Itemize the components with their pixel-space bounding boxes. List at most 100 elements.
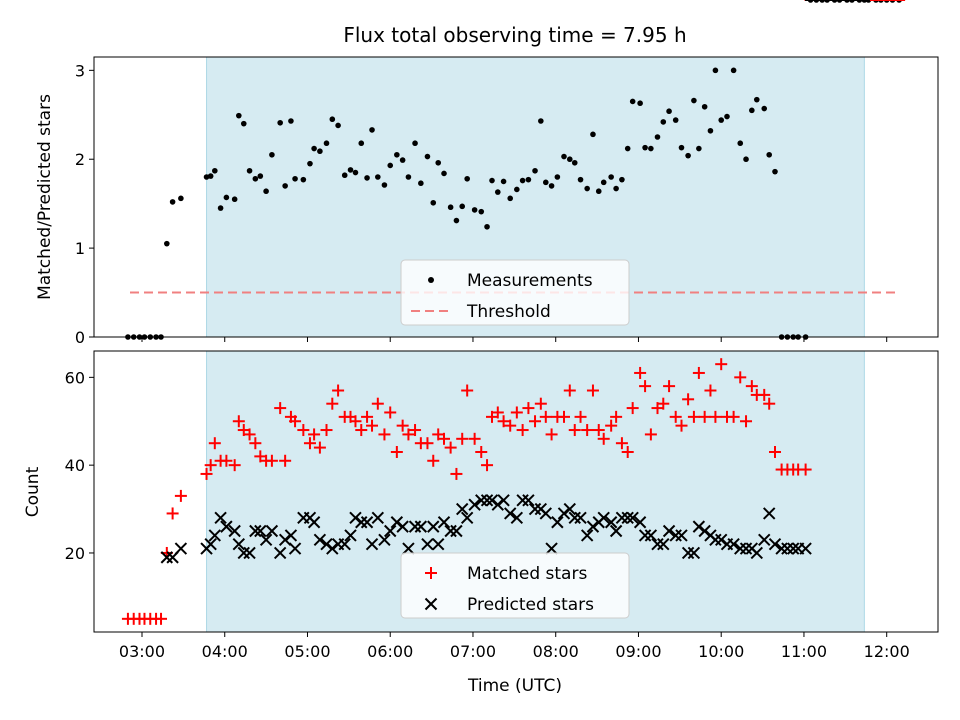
measurement-point bbox=[766, 151, 772, 158]
measurement-point bbox=[207, 173, 214, 179]
measurement-point bbox=[375, 174, 381, 180]
matched-star-point bbox=[289, 415, 302, 428]
predicted-star-point bbox=[444, 524, 457, 538]
matched-star-point bbox=[534, 397, 547, 410]
predicted-star-point bbox=[480, 494, 494, 507]
matched-star-point bbox=[208, 437, 221, 450]
predicted-star-point bbox=[727, 537, 740, 551]
predicted-star-point bbox=[580, 529, 594, 542]
y-tick-label: 0 bbox=[75, 328, 85, 347]
predicted-star-point bbox=[232, 537, 246, 551]
measurement-point bbox=[642, 144, 648, 151]
predicted-star-point bbox=[371, 511, 385, 525]
matched-star-point bbox=[384, 406, 397, 419]
matched-star-point bbox=[758, 388, 771, 401]
measurement-point bbox=[590, 131, 596, 138]
y-tick-label: 60 bbox=[65, 368, 85, 387]
measurement-point bbox=[169, 199, 176, 205]
measurement-point bbox=[678, 144, 685, 151]
predicted-star-point bbox=[160, 551, 174, 564]
matched-star-point bbox=[427, 454, 440, 467]
predicted-star-point bbox=[633, 516, 647, 529]
predicted-star-point bbox=[265, 524, 279, 538]
matched-star-point bbox=[297, 424, 310, 437]
matched-star-point bbox=[366, 419, 379, 432]
top-legend: Measurements Threshold bbox=[400, 259, 630, 326]
measurement-point bbox=[217, 205, 224, 211]
matched-star-point bbox=[313, 441, 326, 454]
matched-star-point bbox=[279, 454, 292, 467]
y-tick-label: 40 bbox=[65, 456, 85, 475]
predicted-star-point bbox=[597, 511, 610, 525]
matched-star-point bbox=[456, 432, 469, 445]
matched-star-point bbox=[220, 454, 233, 467]
predicted-star-point bbox=[799, 542, 812, 555]
matched-star-point bbox=[475, 445, 488, 458]
measurement-point bbox=[223, 194, 230, 201]
measurement-point bbox=[542, 179, 549, 186]
predicted-star-point bbox=[522, 494, 535, 507]
legend-box bbox=[400, 552, 630, 619]
matched-star-point bbox=[320, 424, 333, 437]
measurement-point bbox=[619, 176, 625, 183]
measurement-point bbox=[323, 140, 330, 147]
measurement-point bbox=[311, 145, 317, 152]
matched-star-point bbox=[563, 384, 576, 397]
legend-label: Matched stars bbox=[467, 564, 587, 584]
predicted-star-point bbox=[259, 533, 273, 547]
legend-label: Predicted stars bbox=[467, 595, 594, 615]
predicted-star-point bbox=[528, 502, 542, 516]
measurement-point bbox=[749, 107, 755, 114]
predicted-star-point bbox=[421, 537, 434, 551]
measurement-point bbox=[288, 118, 294, 124]
predicted-star-point bbox=[775, 542, 788, 555]
predicted-star-point bbox=[220, 520, 233, 533]
matched-star-point bbox=[715, 358, 728, 371]
matched-star-point bbox=[539, 410, 552, 423]
measurement-point bbox=[405, 174, 412, 180]
measurement-point bbox=[730, 67, 737, 74]
matched-star-point bbox=[574, 410, 587, 423]
measurement-point bbox=[624, 145, 631, 152]
measurement-point bbox=[494, 189, 501, 195]
measurement-point bbox=[277, 119, 283, 126]
matched-star-point bbox=[529, 415, 542, 428]
measurement-point bbox=[282, 183, 288, 189]
predicted-star-point bbox=[681, 546, 695, 560]
x-tick-label: 12:00 bbox=[864, 642, 910, 661]
predicted-star-point bbox=[615, 511, 629, 525]
measurement-point bbox=[532, 167, 538, 174]
measurement-point bbox=[263, 188, 269, 195]
matched-star-point bbox=[597, 432, 610, 445]
legend-measurement-marker bbox=[428, 277, 434, 283]
matched-star-point bbox=[174, 489, 187, 502]
y-tick-label: 2 bbox=[75, 150, 85, 169]
bottom-legend: Matched stars Predicted stars bbox=[400, 552, 630, 619]
matched-star-point bbox=[581, 424, 594, 437]
measurement-point bbox=[637, 100, 643, 107]
predicted-star-point bbox=[237, 546, 250, 560]
matched-star-point bbox=[249, 437, 262, 450]
matched-star-point bbox=[468, 432, 481, 445]
matched-star-point bbox=[605, 419, 618, 432]
matched-star-point bbox=[621, 445, 634, 458]
predicted-star-point bbox=[786, 542, 800, 555]
measurement-point bbox=[753, 96, 760, 103]
y-tick-label: 3 bbox=[75, 61, 85, 80]
measurement-point bbox=[489, 177, 495, 184]
predicted-star-point bbox=[313, 533, 327, 547]
matched-star-point bbox=[232, 415, 245, 428]
predicted-star-point bbox=[402, 542, 415, 555]
measurement-point bbox=[538, 118, 544, 124]
predicted-star-point bbox=[504, 507, 517, 520]
matched-star-point bbox=[491, 406, 504, 419]
predicted-star-point bbox=[662, 524, 676, 538]
matched-star-point bbox=[371, 397, 384, 410]
predicted-star-point bbox=[249, 524, 262, 538]
matched-star-point bbox=[545, 428, 558, 441]
top-y-ticks: 0 1 2 3 bbox=[75, 61, 94, 347]
predicted-stars-points bbox=[160, 0, 870, 564]
matched-star-point bbox=[274, 402, 287, 415]
measurement-point bbox=[164, 240, 170, 247]
